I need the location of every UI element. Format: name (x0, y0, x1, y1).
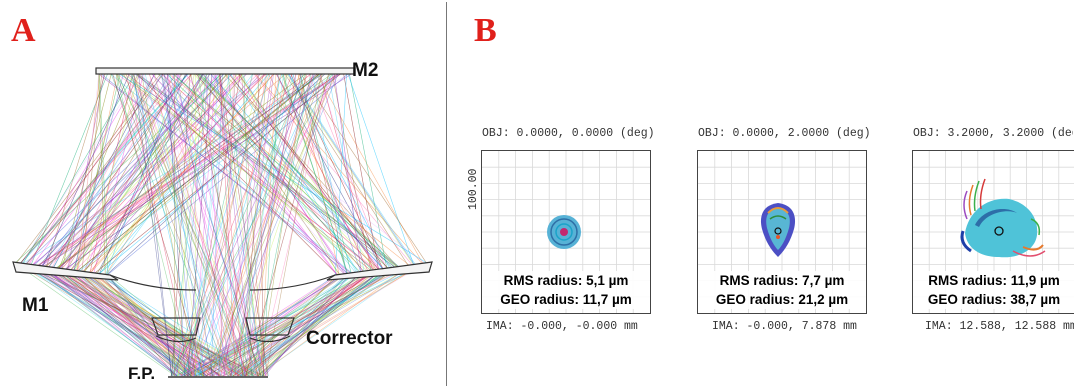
corrector-lens-left-1 (151, 317, 201, 336)
spot-2-ima: IMA: -0.000, 7.878 mm (712, 320, 857, 333)
panel-b-letter: B (474, 12, 497, 49)
spot-3-rms: RMS radius: 11,9 µm (928, 273, 1060, 288)
corrector-lens-right-2 (249, 335, 291, 343)
m2-mirror (95, 67, 355, 75)
spot-3-obj: OBJ: 3.2000, 3.2000 (deg) (913, 127, 1073, 140)
m2-label: M2 (352, 60, 379, 81)
spot-1-geo: GEO radius: 11,7 µm (500, 292, 632, 307)
m1-mirror-right (326, 261, 433, 281)
m1-label: M1 (22, 295, 49, 316)
spot-1-core (560, 228, 568, 236)
corrector-label: Corrector (306, 328, 393, 349)
corrector-lens-right-1 (245, 317, 295, 336)
spot-2-core (774, 227, 782, 235)
spot-1-scale: 100.00 (467, 168, 480, 210)
spot-1-ima: IMA: -0.000, -0.000 mm (486, 320, 638, 333)
spot-2-geo: GEO radius: 21,2 µm (715, 292, 849, 307)
spot-3-ima: IMA: 12.588, 12.588 mm (925, 320, 1074, 333)
spot-3-core (994, 226, 1004, 236)
spot-1-obj: OBJ: 0.0000, 0.0000 (deg) (482, 127, 655, 140)
m1-mirror-left-inner (109, 274, 197, 291)
spot-diagram-1: RMS radius: 5,1 µm GEO radius: 11,7 µm (481, 150, 651, 314)
corrector-lens-left-2 (155, 335, 197, 343)
panel-a-letter: A (11, 12, 36, 49)
panel-divider (446, 2, 447, 386)
spot-2-rms: RMS radius: 7,7 µm (719, 273, 845, 288)
m1-mirror-left (12, 261, 119, 281)
spot-1-ring (550, 218, 578, 246)
spot-diagram-3: RMS radius: 11,9 µm GEO radius: 38,7 µm (912, 150, 1074, 314)
spot-3-geo: GEO radius: 38,7 µm (927, 292, 1061, 307)
ray-bundle (14, 73, 428, 377)
fp-label: F.P. (128, 364, 156, 383)
spot-1-rms: RMS radius: 5,1 µm (503, 273, 629, 288)
spot-diagram-2: RMS radius: 7,7 µm GEO radius: 21,2 µm (697, 150, 867, 314)
m1-mirror-right-inner (249, 274, 336, 291)
telescope-ray-diagram (12, 67, 433, 378)
spot-2-obj: OBJ: 0.0000, 2.0000 (deg) (698, 127, 871, 140)
